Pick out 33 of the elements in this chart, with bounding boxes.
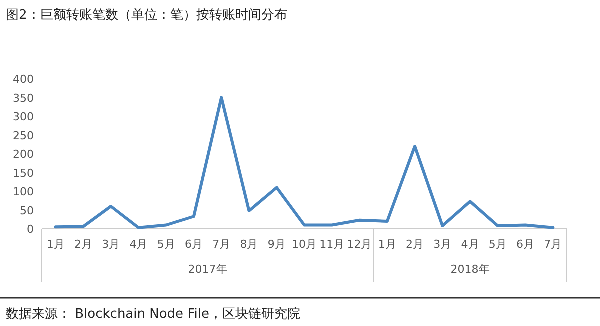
x-tick-label: 12月 — [347, 238, 372, 251]
x-tick-label: 4月 — [461, 238, 480, 251]
y-tick-label: 150 — [13, 166, 34, 180]
y-tick-label: 50 — [20, 204, 34, 218]
x-tick-label: 3月 — [434, 238, 452, 251]
x-tick-label: 1月 — [378, 238, 396, 251]
chart-title: 图2：巨额转账笔数（单位：笔）按转账时间分布 — [6, 8, 288, 23]
x-tick-label: 6月 — [184, 238, 203, 251]
x-tick-label: 7月 — [544, 238, 562, 251]
y-tick-label: 300 — [13, 110, 34, 124]
y-tick-label: 0 — [27, 223, 34, 236]
x-tick-label: 5月 — [488, 238, 507, 251]
text: 2017年 — [188, 263, 228, 276]
x-tick-label: 7月 — [212, 238, 231, 251]
y-tick-label: 100 — [13, 186, 34, 198]
x-tick-label: 1月 — [46, 238, 65, 251]
x-tick-label: 8月 — [240, 238, 258, 251]
y-tick-label: 350 — [13, 92, 34, 105]
line-series — [54, 96, 555, 230]
x-tick-label: 2月 — [74, 238, 92, 251]
source-note: 数据来源： Blockchain Node File，区块链研究院 — [6, 307, 300, 322]
x-tick-label: 4月 — [130, 238, 148, 251]
x-tick-label: 5月 — [157, 238, 176, 251]
x-tick-label: 10月 — [292, 238, 317, 251]
x-tick-label: 9月 — [268, 238, 286, 251]
y-tick-label: 400 — [13, 73, 34, 86]
text: 2018年 — [450, 263, 490, 276]
x-tick-label: 3月 — [102, 238, 120, 251]
x-tick-label: 2月 — [406, 238, 424, 251]
y-tick-label: 200 — [13, 148, 34, 161]
y-tick-label: 250 — [13, 129, 34, 142]
x-tick-label: 11月 — [320, 238, 345, 251]
x-tick-label: 6月 — [516, 238, 535, 251]
